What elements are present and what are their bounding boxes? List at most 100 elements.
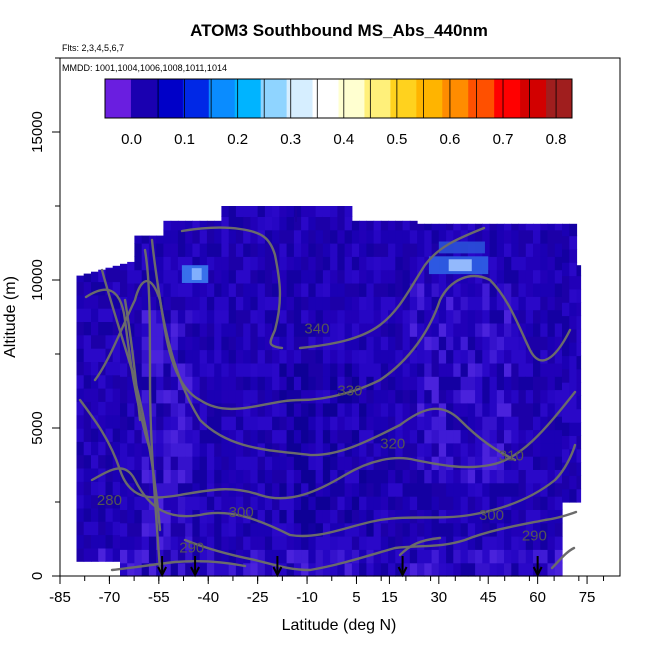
field-cell — [431, 376, 440, 391]
isentrope-line — [93, 279, 517, 462]
field-cell — [533, 482, 541, 497]
field-cell — [286, 216, 295, 231]
field-cell — [83, 308, 92, 322]
field-cell — [286, 309, 295, 324]
curtain-field — [76, 206, 582, 577]
field-cell — [243, 416, 251, 431]
field-cell — [192, 456, 201, 470]
field-cell — [460, 376, 469, 391]
field-cell — [134, 456, 143, 470]
field-cell — [525, 522, 534, 537]
field-cell — [467, 362, 476, 377]
field-cell — [446, 562, 454, 577]
field-cell — [366, 349, 375, 364]
field-cell — [373, 376, 382, 391]
field-cell — [395, 220, 404, 231]
field-cell — [308, 283, 317, 297]
field-cell — [431, 416, 440, 431]
field-cell — [402, 442, 411, 457]
field-cell — [105, 308, 114, 322]
field-cell — [366, 220, 375, 231]
field-cell — [446, 336, 454, 351]
field-cell — [482, 522, 491, 537]
field-cell — [156, 349, 164, 364]
field-cell — [496, 402, 505, 417]
field-cell — [547, 376, 556, 391]
field-cell — [402, 496, 411, 510]
y-tick-label: 5000 — [29, 411, 46, 444]
field-cell — [467, 536, 476, 550]
field-cell — [576, 462, 582, 476]
colorbar-tick-label: 0.1 — [174, 131, 195, 148]
field-cell — [214, 496, 222, 510]
field-cell — [525, 229, 534, 244]
field-cell — [134, 509, 143, 524]
field-cell — [112, 521, 121, 536]
field-cell — [286, 229, 295, 244]
field-cell — [402, 283, 411, 297]
field-cell — [554, 283, 563, 297]
flights-label: Flts: 2,3,4,5,6,7 — [62, 43, 124, 53]
field-cell — [359, 469, 367, 484]
field-cell — [569, 355, 578, 370]
field-cell — [170, 536, 179, 550]
field-cell — [525, 283, 534, 297]
field-cell — [547, 362, 556, 377]
field-cell — [120, 416, 128, 431]
field-cell — [257, 229, 266, 244]
field-cell — [409, 389, 418, 404]
field-cell — [105, 454, 114, 469]
field-cell — [148, 349, 157, 364]
field-cell — [192, 442, 201, 457]
colorbar-segment — [442, 79, 469, 118]
field-cell — [460, 322, 469, 337]
isentrope-line — [298, 226, 486, 350]
field-cell — [235, 269, 244, 284]
field-cell — [511, 549, 520, 564]
field-cell — [170, 336, 179, 351]
field-cell — [438, 456, 447, 470]
field-cell — [446, 456, 454, 470]
field-cell — [257, 322, 266, 337]
field-cell — [105, 267, 114, 269]
field-cell — [431, 549, 440, 564]
field-cell — [214, 389, 222, 404]
field-cell — [243, 349, 251, 364]
field-cell — [105, 481, 114, 496]
field-cell — [83, 494, 92, 509]
field-cell — [540, 509, 549, 524]
field-cell — [554, 429, 563, 444]
field-cell — [76, 468, 85, 482]
field-cell — [221, 389, 230, 404]
field-cell — [185, 469, 193, 484]
field-cell — [402, 362, 411, 377]
field-cell — [554, 296, 563, 311]
field-cell — [446, 322, 454, 337]
field-cell — [395, 522, 404, 537]
field-cell — [214, 376, 222, 391]
field-cell — [446, 482, 454, 497]
field-cell — [264, 522, 273, 537]
field-cell — [120, 522, 128, 537]
field-cell — [388, 536, 396, 550]
field-cell — [257, 206, 266, 217]
colorbar-segment — [312, 79, 339, 118]
field-cell — [540, 416, 549, 431]
field-cell — [199, 469, 208, 484]
field-cell — [322, 549, 331, 564]
field-cell — [525, 469, 534, 484]
field-cell — [547, 496, 556, 510]
field-cell — [228, 206, 237, 217]
field-cell — [170, 229, 179, 244]
field-cell — [221, 206, 230, 217]
field-cell — [482, 549, 491, 564]
field-cell — [192, 220, 201, 231]
field-cell — [206, 402, 215, 417]
field-cell — [446, 229, 454, 244]
field-cell — [177, 496, 186, 510]
field-cell — [286, 456, 295, 470]
field-cell — [156, 389, 164, 404]
field-cell — [518, 469, 527, 484]
field-cell — [221, 269, 230, 284]
field-cell — [76, 401, 85, 416]
